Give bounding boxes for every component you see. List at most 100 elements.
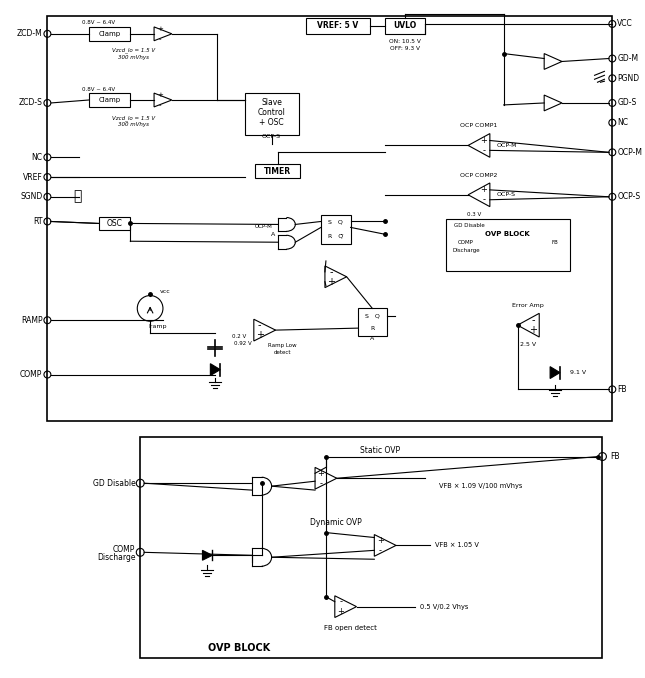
Text: FB: FB [610, 452, 620, 461]
Text: +: + [481, 185, 488, 195]
Text: S   Q: S Q [328, 220, 343, 225]
Bar [140, 437, 602, 658]
Text: Vzcd_lo = 1.5 V: Vzcd_lo = 1.5 V [112, 115, 155, 121]
Text: S   Q: S Q [365, 314, 380, 319]
Text: Iramp: Iramp [149, 323, 167, 329]
Text: 0.8V ~ 6.4V: 0.8V ~ 6.4V [82, 20, 115, 26]
Text: +: + [327, 277, 335, 287]
Text: Vzcd_lo = 1.5 V: Vzcd_lo = 1.5 V [112, 47, 155, 54]
Text: 0.2 V: 0.2 V [232, 334, 246, 338]
Text: Error Amp: Error Amp [513, 303, 544, 308]
Text: -: - [531, 315, 535, 325]
Text: FB: FB [551, 240, 559, 245]
Text: -: - [319, 479, 322, 487]
Text: 0.92 V: 0.92 V [234, 342, 252, 346]
Text: RAMP: RAMP [21, 316, 43, 325]
Text: OCP-M: OCP-M [255, 224, 273, 229]
Text: COMP: COMP [113, 545, 135, 554]
Text: NC: NC [32, 153, 43, 162]
Text: UVLO: UVLO [393, 22, 417, 31]
Polygon shape [210, 363, 220, 376]
Text: vcc: vcc [159, 289, 170, 294]
Text: OCP COMP2: OCP COMP2 [461, 173, 498, 178]
Text: VREF: VREF [23, 172, 43, 182]
Text: 300 mVhys: 300 mVhys [118, 122, 149, 127]
Text: GD-M: GD-M [617, 54, 639, 63]
Text: VFB × 1.09 V/100 mVhys: VFB × 1.09 V/100 mVhys [439, 483, 523, 489]
Text: 2.5 V: 2.5 V [521, 342, 537, 347]
Bar [245, 93, 299, 134]
Text: +: + [256, 330, 264, 340]
Text: -: - [482, 195, 486, 204]
Text: VFB × 1.05 V: VFB × 1.05 V [435, 542, 479, 549]
Text: +: + [157, 26, 163, 32]
Text: COMP: COMP [20, 370, 43, 379]
Text: R   Q̅: R Q̅ [328, 234, 343, 239]
Text: 0.8V ~ 6.4V: 0.8V ~ 6.4V [82, 87, 115, 92]
Bar [99, 216, 130, 231]
Text: OCP COMP1: OCP COMP1 [461, 123, 498, 128]
Bar [446, 220, 570, 271]
Text: 9.1 V: 9.1 V [570, 370, 586, 375]
Text: PGND: PGND [617, 74, 639, 83]
Polygon shape [203, 551, 212, 560]
Text: OCP-S: OCP-S [497, 193, 516, 197]
Text: TIMER: TIMER [264, 167, 291, 176]
Text: OFF: 9.3 V: OFF: 9.3 V [390, 46, 420, 51]
Text: Control: Control [257, 108, 286, 117]
Text: ZCD-S: ZCD-S [19, 98, 43, 107]
Text: +: + [157, 92, 163, 98]
Text: Static OVP: Static OVP [360, 446, 401, 455]
Bar [89, 27, 130, 41]
Text: +: + [530, 325, 537, 335]
Text: A: A [270, 232, 275, 237]
Text: OVP BLOCK: OVP BLOCK [485, 231, 530, 237]
Text: -: - [379, 546, 382, 555]
Text: VREF: 5 V: VREF: 5 V [317, 22, 359, 31]
Text: OSC: OSC [106, 219, 123, 228]
Bar [255, 164, 300, 178]
Text: +: + [317, 468, 324, 478]
Text: RT: RT [33, 217, 43, 226]
Text: ON: 10.5 V: ON: 10.5 V [389, 39, 421, 44]
Text: A: A [370, 336, 375, 340]
Text: -: - [159, 36, 161, 42]
Text: +: + [337, 607, 344, 616]
Text: OVP BLOCK: OVP BLOCK [208, 643, 270, 653]
Text: Discharge: Discharge [97, 553, 135, 562]
Text: + OSC: + OSC [259, 118, 284, 127]
Text: 0.3 V: 0.3 V [467, 212, 481, 217]
Text: -: - [339, 597, 342, 606]
Text: -: - [329, 267, 333, 277]
Text: OCP-M: OCP-M [617, 148, 642, 157]
Text: Discharge: Discharge [452, 247, 480, 253]
Bar [89, 93, 130, 107]
Text: OCP-S: OCP-S [262, 134, 281, 139]
Text: OCP-S: OCP-S [617, 193, 640, 201]
Text: -: - [482, 146, 486, 155]
Text: R: R [370, 325, 375, 331]
Text: detect: detect [273, 351, 291, 355]
Text: FB: FB [617, 385, 627, 394]
Bar [385, 18, 424, 34]
Text: -: - [258, 320, 261, 330]
Text: COMP: COMP [458, 240, 474, 245]
Polygon shape [550, 367, 560, 378]
Text: ⏚: ⏚ [73, 188, 81, 203]
Text: Clamp: Clamp [99, 31, 121, 37]
Text: Slave: Slave [261, 98, 282, 107]
Text: GD Disable: GD Disable [92, 479, 135, 487]
Text: OCP-M: OCP-M [497, 143, 517, 148]
Text: ZCD-M: ZCD-M [17, 29, 43, 39]
Bar [321, 214, 351, 244]
Text: SGND: SGND [20, 193, 43, 201]
Text: +: + [481, 136, 488, 145]
Text: Dynamic OVP: Dynamic OVP [310, 518, 362, 527]
Text: -: - [159, 102, 161, 108]
Text: +: + [377, 536, 384, 545]
Text: Ramp Low: Ramp Low [268, 344, 297, 348]
Text: VCC: VCC [617, 20, 633, 28]
Text: GD Disable: GD Disable [454, 223, 485, 228]
Bar [47, 16, 612, 421]
Text: Clamp: Clamp [99, 97, 121, 103]
